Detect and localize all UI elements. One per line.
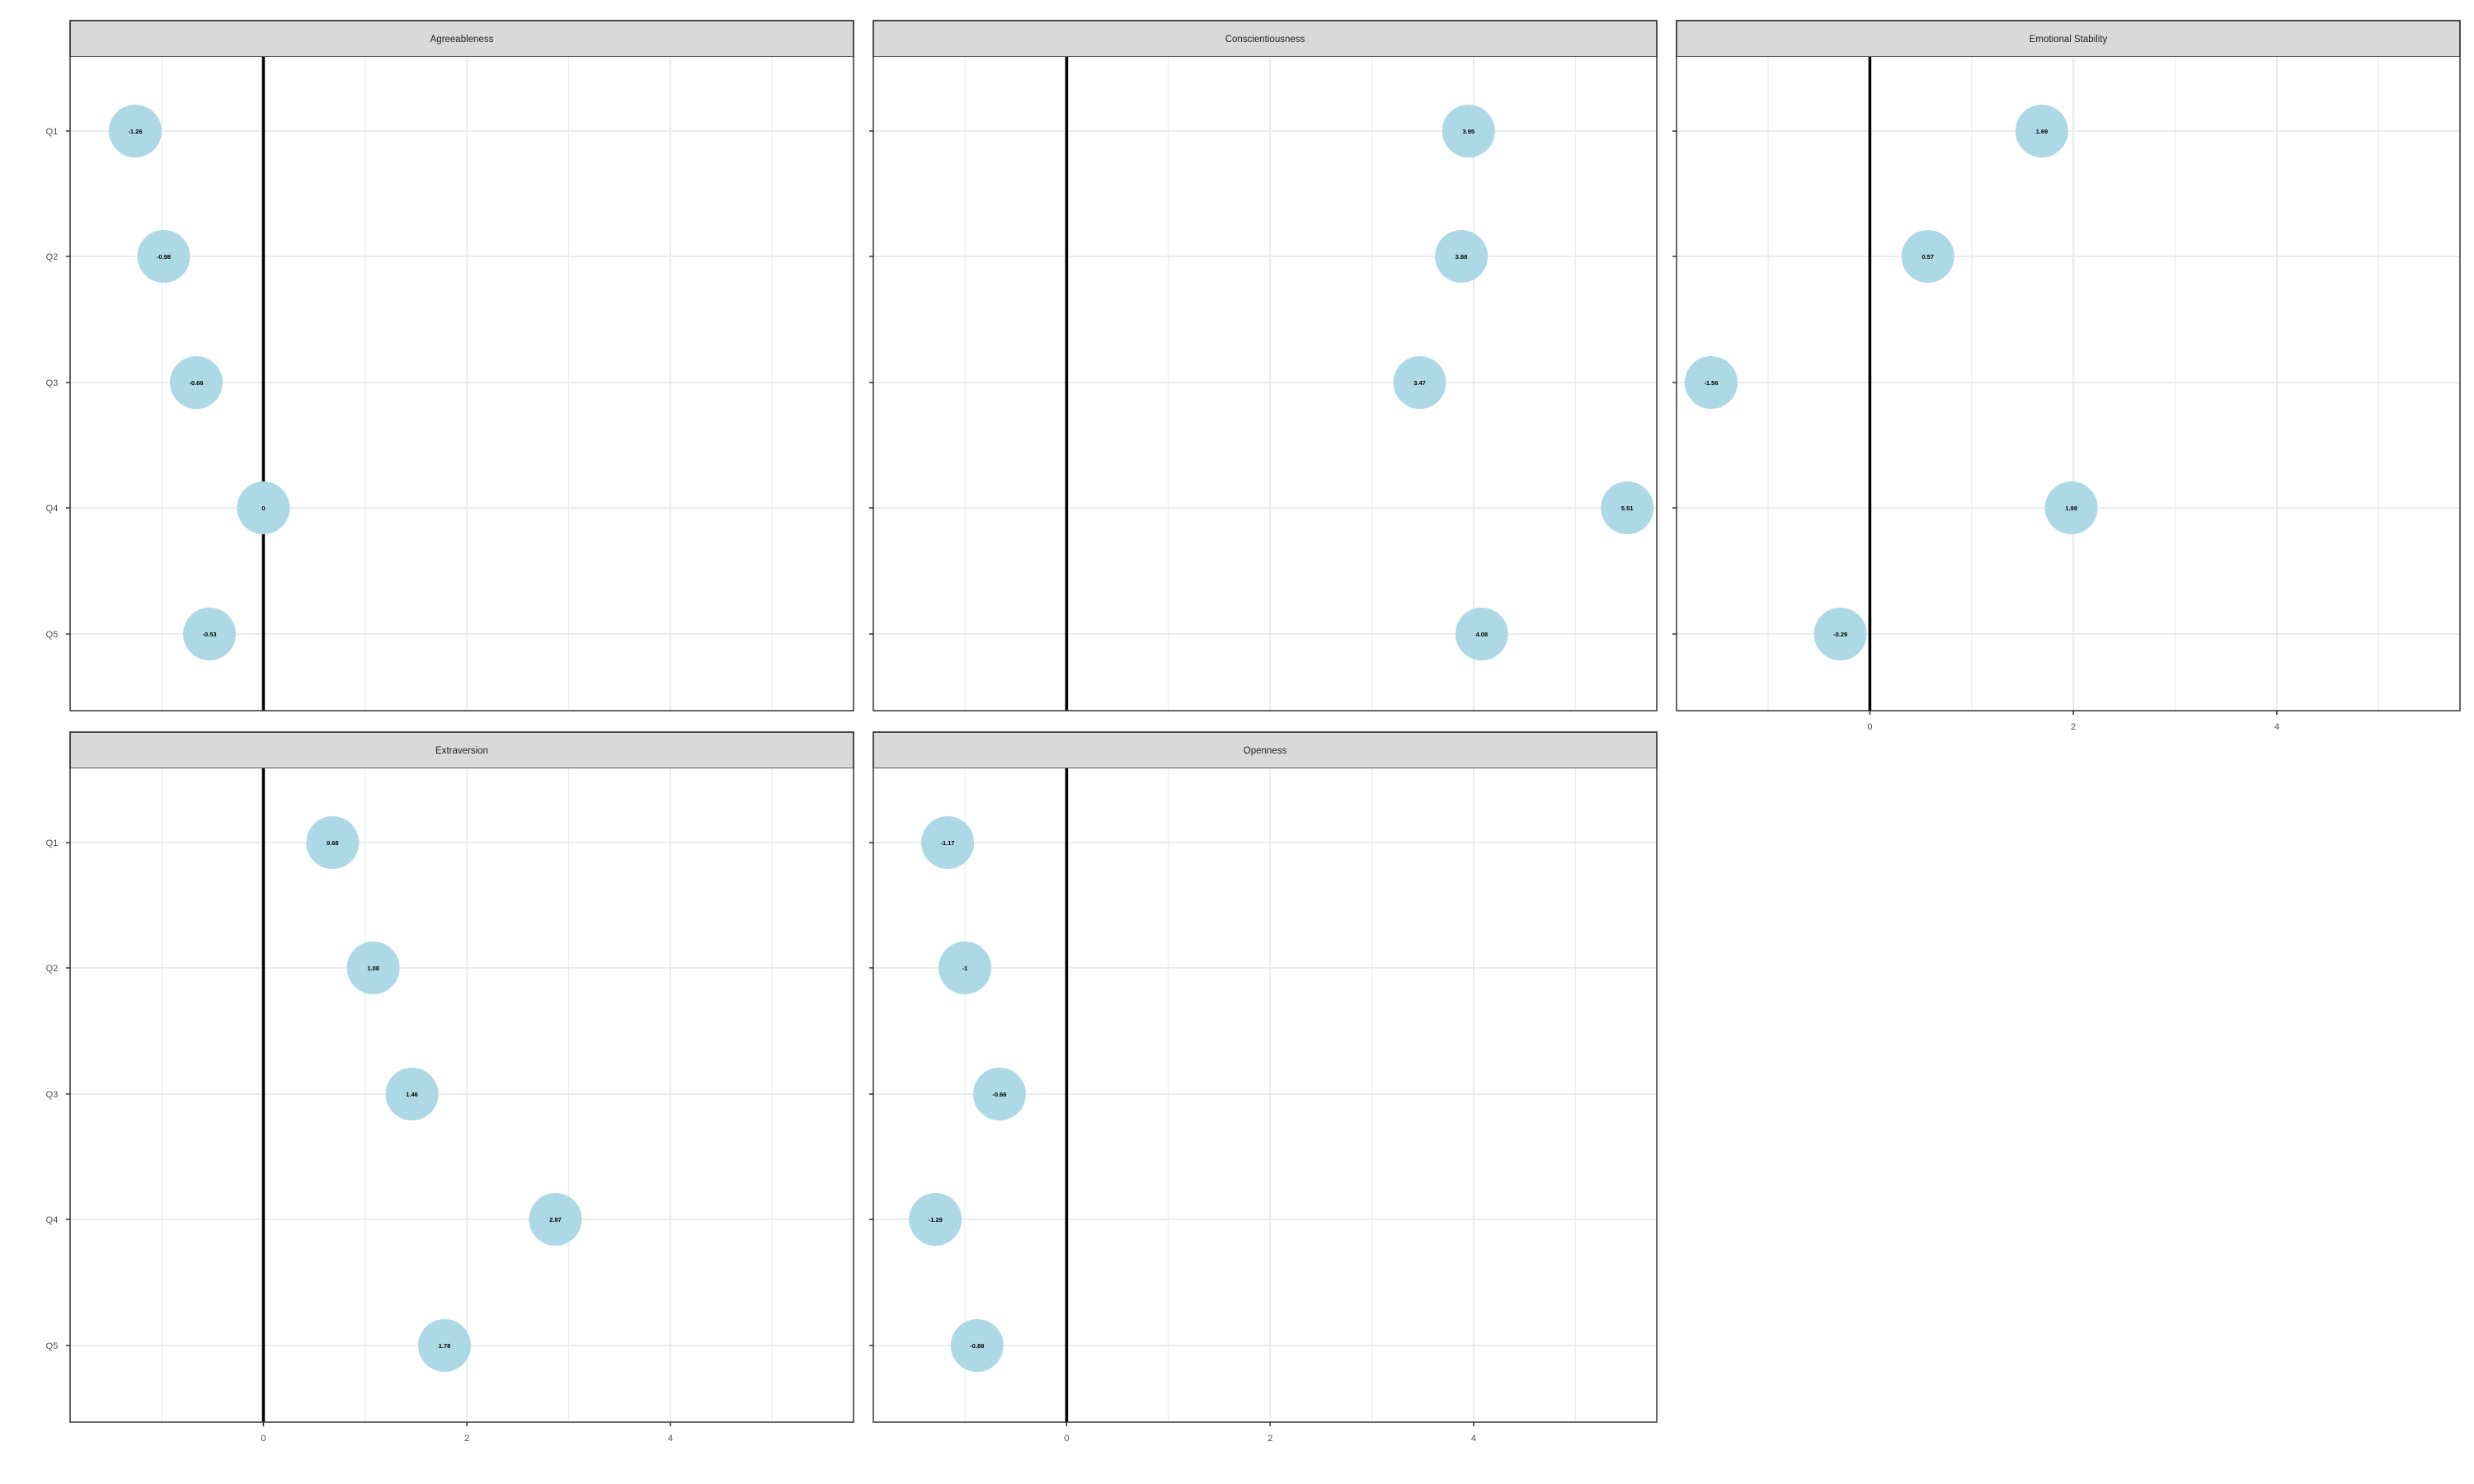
data-point-label: 5.51 (1621, 505, 1634, 512)
data-point-label: 2.87 (549, 1216, 562, 1223)
data-point (108, 105, 162, 157)
facet-strip (69, 20, 854, 58)
facet-strip-label: Emotional Stability (2030, 35, 2108, 45)
data-point-label: -1.56 (1704, 379, 1718, 387)
data-point-label: 1.69 (2036, 128, 2048, 135)
data-point-label: 1.46 (406, 1091, 418, 1098)
y-tick-label: Q1 (46, 127, 59, 137)
data-point (306, 816, 360, 869)
data-point-label: -0.29 (1833, 631, 1847, 638)
data-point-label: -1.17 (941, 839, 955, 847)
panel-border (69, 731, 854, 1423)
data-point-label: -0.66 (189, 379, 203, 387)
y-tick-label: Q3 (46, 1090, 59, 1100)
facet-strip-label: Openness (1244, 746, 1287, 756)
data-point-label: 3.47 (1413, 379, 1426, 387)
data-point (921, 816, 975, 869)
data-point (237, 481, 290, 534)
facet-panel-openness: Openness 0 2 4 -1.17 -1 -0.66 -1.29 -0.88 (869, 731, 1658, 1444)
data-point-label: 0 (261, 505, 265, 512)
y-tick-label: Q1 (46, 838, 59, 848)
data-point-label: 3.88 (1456, 253, 1468, 261)
data-point-label: -0.98 (157, 253, 171, 261)
y-tick-label: Q3 (46, 378, 59, 388)
x-tick-label: 0 (1867, 722, 1872, 732)
data-point-label: -1 (962, 965, 968, 972)
data-point (972, 1068, 1026, 1120)
plot-background (1677, 57, 2460, 711)
facet-panel-emotional-stability: Emotional Stability 0 2 4 1.69 0.57 -1.56 1.98 -… (1672, 20, 2461, 732)
plot-background (70, 768, 854, 1422)
x-tick-label: 0 (261, 1434, 266, 1444)
facet-strip-label: Agreeableness (430, 35, 494, 45)
data-point (909, 1193, 962, 1246)
data-point-label: 3.95 (1462, 128, 1475, 135)
data-point-label: 4.08 (1475, 631, 1488, 638)
x-tick-label: 4 (2274, 722, 2279, 732)
data-point (137, 230, 190, 283)
data-point-label: 0.68 (327, 839, 339, 847)
y-tick-label: Q2 (46, 252, 59, 262)
y-tick-label: Q5 (46, 630, 59, 640)
y-tick-label: Q2 (46, 964, 59, 974)
data-point-label: -0.88 (970, 1342, 984, 1350)
facet-strip-label: Conscientiousness (1225, 35, 1305, 45)
x-tick-label: 4 (1471, 1434, 1476, 1444)
facet-panel-conscientiousness: Conscientiousness 3.95 3.88 3.47 5.51 4.08 (869, 20, 1658, 711)
data-point-label: 1.98 (2065, 505, 2077, 512)
data-point (1455, 608, 1508, 660)
y-tick-label: Q5 (46, 1341, 59, 1351)
data-point (346, 942, 400, 994)
data-point (950, 1319, 1004, 1372)
data-point-label: -0.66 (992, 1091, 1006, 1098)
facet-strip (69, 731, 854, 769)
facet-strip-label: Extraversion (435, 746, 488, 756)
data-point-label: 1.08 (367, 965, 379, 972)
data-point (183, 608, 237, 660)
data-point (1901, 230, 1954, 283)
data-point-label: -1.29 (929, 1216, 943, 1223)
panel-border (872, 731, 1658, 1423)
facet-panel-extraversion: Extraversion Q1 Q2 Q3 Q4 Q5 0 2 4 0.68 1.08 1.46 2.8… (46, 731, 854, 1444)
data-point (529, 1193, 582, 1246)
data-point (1684, 356, 1738, 409)
panel-border (872, 20, 1658, 711)
y-tick-label: Q4 (46, 504, 59, 514)
plot-background (873, 57, 1657, 711)
data-point (1601, 481, 1654, 534)
data-point-label: -1.26 (128, 128, 142, 135)
x-tick-label: 2 (1268, 1434, 1272, 1444)
data-point (1435, 230, 1489, 283)
x-tick-label: 0 (1064, 1434, 1069, 1444)
data-point (169, 356, 223, 409)
data-point-label: -0.53 (202, 631, 216, 638)
panel-border (1676, 20, 2461, 711)
panel-border (69, 20, 854, 711)
x-tick-label: 2 (464, 1434, 469, 1444)
data-point (418, 1319, 472, 1372)
data-point-label: 0.57 (1921, 253, 1934, 261)
y-tick-label: Q4 (46, 1215, 59, 1225)
data-point (2044, 481, 2098, 534)
data-point (2015, 105, 2068, 157)
data-point (1813, 608, 1867, 660)
data-point (385, 1068, 439, 1120)
data-point (1442, 105, 1495, 157)
x-tick-label: 2 (2071, 722, 2076, 732)
x-tick-label: 4 (668, 1434, 673, 1444)
data-point-label: 1.78 (439, 1342, 451, 1350)
data-point (1393, 356, 1446, 409)
facet-panel-agreeableness: Agreeableness Q1 Q2 Q3 Q4 Q5 -1.26 -0.98 -0.66 0 -… (46, 20, 854, 711)
data-point (938, 942, 992, 994)
